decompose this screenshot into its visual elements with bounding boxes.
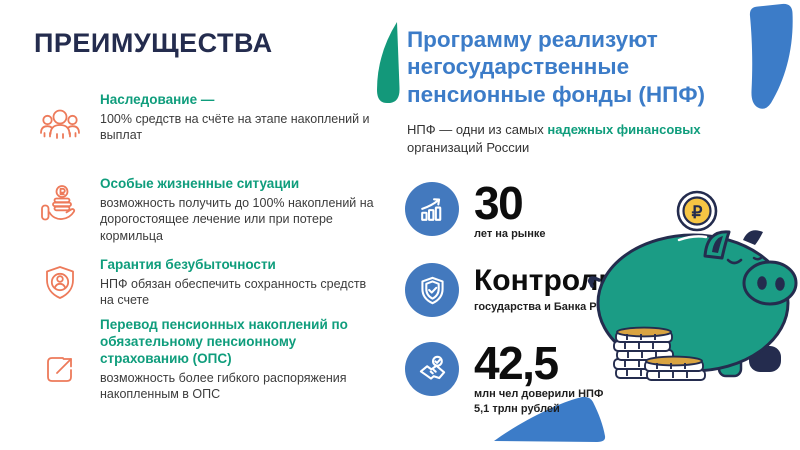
transfer-arrow-icon xyxy=(36,345,84,393)
shield-person-icon xyxy=(36,261,84,309)
subtext-prefix: НПФ — одни из самых xyxy=(407,122,548,137)
handshake-icon xyxy=(405,342,459,396)
coin-stacks xyxy=(613,326,706,381)
stat-caption-line: 5,1 трлн рублей xyxy=(474,402,560,415)
advantage-text: Перевод пенсионных накоплений по обязате… xyxy=(100,317,376,403)
advantage-item-guarantee: Гарантия безубыточности НПФ обязан обесп… xyxy=(36,257,381,309)
page-title: ПРЕИМУЩЕСТВА xyxy=(34,28,273,58)
advantage-text: Особые жизненные ситуации возможность по… xyxy=(100,176,376,244)
advantage-text: Гарантия безубыточности НПФ обязан обесп… xyxy=(100,257,376,309)
advantage-item-inheritance: Наследование — 100% средств на счёте на … xyxy=(36,92,381,144)
advantage-body: возможность получить до 100% накоплений … xyxy=(100,195,374,243)
hand-with-coins-icon xyxy=(36,182,84,230)
stat-value: 42,5 xyxy=(474,337,559,389)
advantage-item-transfer: Перевод пенсионных накоплений по обязате… xyxy=(36,317,381,403)
stat-caption: лет на рынке xyxy=(474,228,546,241)
advantage-title: Наследование — xyxy=(100,92,215,107)
advantage-title: Гарантия безубыточности xyxy=(100,257,276,272)
shield-check-icon xyxy=(405,263,459,317)
advantage-body: НПФ обязан обеспечить сохранность средст… xyxy=(100,276,367,308)
stat-caption: млн чел доверили НПФ 5,1 трлн рублей xyxy=(474,387,603,416)
section-heading: Программу реализуют негосударственные пе… xyxy=(407,27,706,107)
advantage-text: Наследование — 100% средств на счёте на … xyxy=(100,92,376,144)
advantage-body: возможность более гибкого распоряжения н… xyxy=(100,370,347,402)
stat-text: 42,5 млн чел доверили НПФ 5,1 трлн рубле… xyxy=(474,337,603,416)
ruble-symbol: ₽ xyxy=(692,203,703,222)
subtext-highlight: надежных финансовых xyxy=(547,122,701,137)
advantage-body: 100% средств на счёте на этапе накоплени… xyxy=(100,111,370,143)
blue-sail-shape xyxy=(749,3,793,109)
subtext-suffix: организаций России xyxy=(407,139,530,155)
stat-caption: государства и Банка России xyxy=(474,300,629,313)
stat-value: 30 xyxy=(474,177,524,229)
growth-chart-icon xyxy=(405,182,459,236)
section-subtext: НПФ — одни из самых надежных финансовых … xyxy=(407,121,743,156)
stat-clients: 42,5 млн чел доверили НПФ 5,1 трлн рубле… xyxy=(405,337,603,416)
stat-years-on-market: 30 лет на рынке xyxy=(405,177,546,242)
teal-wedge-shape xyxy=(377,22,400,103)
blue-bottom-wedge-shape xyxy=(494,396,606,442)
family-icon xyxy=(36,102,84,150)
advantage-title: Особые жизненные ситуации xyxy=(100,176,300,191)
stat-text: 30 лет на рынке xyxy=(474,177,546,242)
stat-caption-line: млн чел доверили НПФ xyxy=(474,388,604,401)
advantage-item-special-situations: Особые жизненные ситуации возможность по… xyxy=(36,176,381,244)
advantage-title: Перевод пенсионных накоплений по обязате… xyxy=(100,317,348,366)
stat-control: Контроль государства и Банка России xyxy=(405,263,629,317)
piggy-bank-illustration: ₽ xyxy=(587,190,798,381)
